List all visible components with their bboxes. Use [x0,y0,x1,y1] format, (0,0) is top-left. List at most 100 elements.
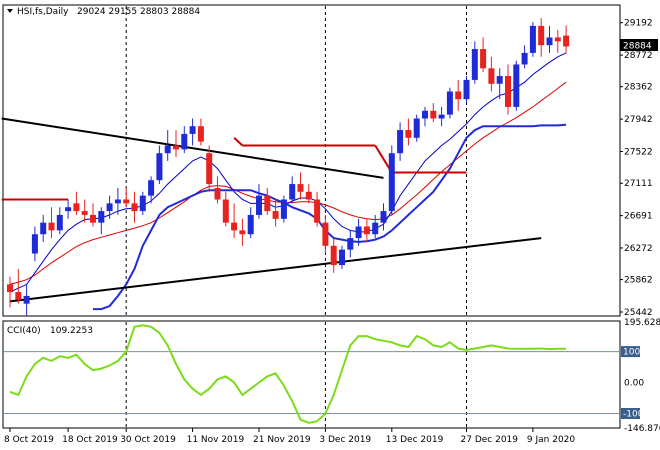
candle-body [471,49,478,80]
price-tick-label: 25862 [624,276,653,286]
candle-body [430,110,437,119]
candle-body [114,199,121,204]
x-tick-label: 8 Oct 2019 [4,435,54,445]
slow-moving-average [9,81,567,285]
candle-body [123,199,130,204]
candle-body [222,199,229,223]
candle-body [15,292,22,300]
lower-trendline [9,237,542,303]
candle-body [139,195,146,212]
price-tick-label: 25442 [624,308,653,318]
price-tick-label: 27522 [624,148,653,158]
cci-level-badge [621,346,640,358]
candle-body [380,211,387,223]
x-tick-label: 27 Dec 2019 [461,435,519,445]
candle-body [173,145,179,150]
candle-body [388,153,395,212]
candle-body [7,284,13,293]
cci-tick-label: 195.6284 [624,318,660,328]
candle-body [90,214,96,223]
x-axis: 8 Oct 2019 18 Oct 2019 30 Oct 2019 11 Nov 2… [4,428,575,445]
candle-body [31,234,38,254]
price-tick-label: 29192 [624,19,653,29]
candle-body [422,110,428,119]
candle-body [405,130,412,138]
candle-body [23,295,30,304]
candle-body [438,114,445,119]
candle-body [197,126,204,142]
price-axis: 29192 28772 28362 27942 27522 27111 26691 26272… [620,19,653,318]
candle-body [496,76,503,84]
candle-body [413,118,420,138]
last-price-box [620,39,658,51]
candle-body [65,207,72,212]
candle-body [297,184,304,192]
chart-title: HSI,fs,Daily [17,7,69,17]
x-tick-label: 18 Oct 2019 [62,435,118,445]
x-tick-label: 3 Dec 2019 [319,435,371,445]
candle-body [280,199,287,219]
candle-body [347,238,354,250]
candle-body [206,153,213,185]
collapse-arrow-icon[interactable] [7,9,13,13]
x-tick-label: 13 Dec 2019 [386,435,444,445]
candle-body [231,222,238,231]
x-tick-label: 9 Jan 2020 [527,435,575,445]
candle-body [189,126,196,134]
candle-body [339,249,345,266]
candle-body [264,195,271,212]
candle-body [164,145,171,154]
cci-value: 109.2253 [50,326,93,336]
candle-body [488,68,495,84]
x-tick-label: 30 Oct 2019 [120,435,176,445]
candle-body [40,222,47,235]
candle-body [554,37,561,42]
cci-line [9,324,567,424]
candle-body [355,226,362,239]
cci-levels [4,351,619,414]
candle-body [98,211,105,223]
candle-body [289,184,296,200]
upper-trendline [1,117,384,179]
candle-body [247,214,254,235]
candle-body [397,130,404,154]
price-tick-label: 27942 [624,115,653,125]
candle-body [214,187,221,200]
candle-body [513,64,520,107]
candle-body [81,211,88,215]
candle-body [463,79,470,100]
candle-body [305,191,312,200]
cci-tick-label: 0.00 [624,379,644,389]
candle-body [521,52,528,65]
candle-body [56,214,63,231]
candle-body [330,245,337,266]
candle-body [256,195,262,215]
candle-body [538,25,545,46]
candle-body [48,222,55,231]
candle-body [505,76,511,107]
candle-body [446,91,453,115]
candle-body [314,199,321,223]
candle-body [148,180,155,196]
x-tick-label: 21 Nov 2019 [253,435,311,445]
cci-axis: 195.6284 100 0.00 -100 -146.876 [621,318,660,434]
price-panel [2,4,621,317]
candle-body [131,203,138,212]
candle-body [156,153,163,181]
cci-tick-label: 100 [623,348,640,358]
price-tick-label: 27111 [624,179,653,189]
cci-title: CCI(40) [7,326,41,336]
channel-low-line [93,123,567,311]
candle-body [272,211,279,219]
cci-level-badge [621,407,640,419]
last-price-label: 28884 [623,42,652,52]
x-tick-label: 11 Nov 2019 [187,435,245,445]
candlesticks [7,18,570,316]
candle-body [239,230,246,235]
candle-body [372,222,379,235]
price-tick-label: 26272 [624,244,653,254]
candle-body [322,222,329,246]
cci-panel [2,320,621,429]
candle-body [106,203,113,212]
